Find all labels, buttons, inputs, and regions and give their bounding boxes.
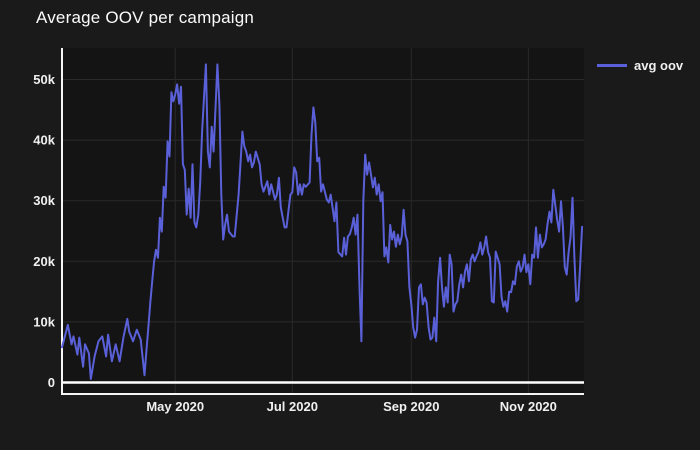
y-tick-label: 50k: [33, 72, 55, 87]
y-tick-label: 30k: [33, 193, 55, 208]
legend-item-label: avg oov: [634, 58, 684, 73]
y-tick-label: 40k: [33, 133, 55, 148]
legend-item-avg-oov[interactable]: avg oov: [597, 58, 683, 73]
legend: avg oov: [597, 58, 683, 73]
x-tick-label: Sep 2020: [383, 399, 439, 414]
y-tick-label: 10k: [33, 314, 55, 329]
legend-line-swatch-icon: [597, 64, 627, 67]
plot-background: [62, 48, 584, 394]
chart-title: Average OOV per campaign: [36, 8, 255, 27]
y-tick-label: 0: [48, 375, 55, 390]
series-line-avg-oov: [61, 63, 584, 380]
y-tick-label: 20k: [33, 254, 55, 269]
x-tick-label: Nov 2020: [500, 399, 557, 414]
x-tick-label: May 2020: [146, 399, 204, 414]
x-tick-label: Jul 2020: [267, 399, 318, 414]
